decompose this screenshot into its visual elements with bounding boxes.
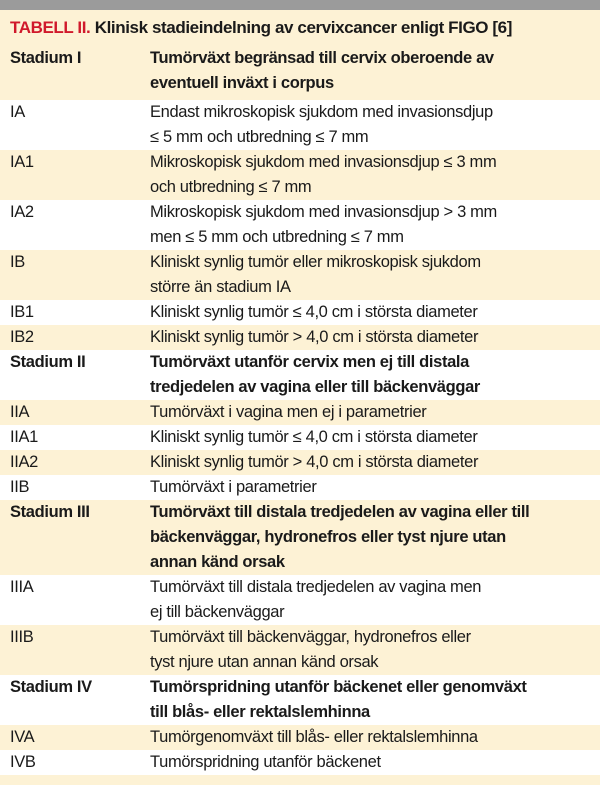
description-line: Mikroskopisk sjukdom med invasionsdjup ≤… [150,153,497,171]
stage-cell: IIA [10,403,30,421]
stage-cell: Stadium IV [10,678,92,696]
stage-cell: IVA [10,728,35,746]
table-row: IVA Tumörgenomväxt till blås- eller rekta… [0,725,600,750]
description-line: bäckenväggar, hydronefros eller tyst nju… [150,528,506,546]
stage-cell: IIIB [10,628,34,646]
description-line: eventuell inväxt i corpus [150,74,334,92]
description-cell: Tumörväxt till distala tredjedelen av va… [150,575,590,625]
description-line: Kliniskt synlig tumör > 4,0 cm i största… [150,328,479,346]
description-cell: Mikroskopisk sjukdom med invasionsdjup >… [150,200,590,250]
stage-cell: IIA2 [10,453,38,471]
description-line: Tumörväxt till distala tredjedelen av va… [150,503,530,521]
table-row: IIIA Tumörväxt till distala tredjedelen a… [0,575,600,625]
description-line: Mikroskopisk sjukdom med invasionsdjup >… [150,203,497,221]
table-label: TABELL II. [10,18,91,37]
description-line: Tumörväxt begränsad till cervix oberoend… [150,49,494,67]
description-line: ej till bäckenväggar [150,603,285,621]
description-cell: Tumörväxt i vagina men ej i parametrier [150,400,590,425]
description-cell: Tumörspridning utanför bäckenet eller ge… [150,675,590,725]
description-line: annan känd orsak [150,553,285,571]
table-row: Stadium I Tumörväxt begränsad till cervix… [0,46,600,100]
table-row: IB2 Kliniskt synlig tumör > 4,0 cm i stör… [0,325,600,350]
description-line: Tumörväxt till bäckenväggar, hydronefros… [150,628,471,646]
description-cell: Kliniskt synlig tumör > 4,0 cm i största… [150,325,590,350]
description-line: ≤ 5 mm och utbredning ≤ 7 mm [150,128,369,146]
description-line: Tumörspridning utanför bäckenet [150,753,381,771]
description-line: men ≤ 5 mm och utbredning ≤ 7 mm [150,228,404,246]
description-line: Tumörväxt i parametrier [150,478,317,496]
stage-cell: IA2 [10,203,34,221]
description-cell: Kliniskt synlig tumör eller mikroskopisk… [150,250,590,300]
description-cell: Endast mikroskopisk sjukdom med invasion… [150,100,590,150]
description-line: och utbredning ≤ 7 mm [150,178,312,196]
table-row: IIA2 Kliniskt synlig tumör > 4,0 cm i stö… [0,450,600,475]
stage-cell: IIB [10,478,30,496]
table-row: IA1 Mikroskopisk sjukdom med invasionsdju… [0,150,600,200]
description-line: till blås- eller rektalslemhinna [150,703,370,721]
stage-cell: IA [10,103,25,121]
description-cell: Tumörväxt i parametrier [150,475,590,500]
description-line: Kliniskt synlig tumör ≤ 4,0 cm i största… [150,303,478,321]
table-row: Stadium II Tumörväxt utanför cervix men e… [0,350,600,400]
description-cell: Tumörgenomväxt till blås- eller rektalsl… [150,725,590,750]
description-cell: Kliniskt synlig tumör ≤ 4,0 cm i största… [150,300,590,325]
stage-cell: IB [10,253,25,271]
table-row: IB Kliniskt synlig tumör eller mikroskopi… [0,250,600,300]
description-cell: Tumörväxt utanför cervix men ej till dis… [150,350,590,400]
description-cell: Mikroskopisk sjukdom med invasionsdjup ≤… [150,150,590,200]
description-line: Tumörväxt till distala tredjedelen av va… [150,578,482,596]
top-bar [0,0,600,10]
stage-cell: IIIA [10,578,34,596]
description-line: Kliniskt synlig tumör ≤ 4,0 cm i största… [150,428,478,446]
table-row: IIA Tumörväxt i vagina men ej i parametri… [0,400,600,425]
table-row: IIB Tumörväxt i parametrier [0,475,600,500]
description-cell: Tumörspridning utanför bäckenet [150,750,590,775]
stage-cell: Stadium II [10,353,86,371]
stage-cell: Stadium I [10,49,82,67]
staging-table: Stadium I Tumörväxt begränsad till cervix… [0,46,600,775]
description-cell: Tumörväxt begränsad till cervix oberoend… [150,46,590,96]
table-row: IA Endast mikroskopisk sjukdom med invasi… [0,100,600,150]
description-line: Tumörväxt i vagina men ej i parametrier [150,403,427,421]
table-row: IB1 Kliniskt synlig tumör ≤ 4,0 cm i stör… [0,300,600,325]
stage-cell: IA1 [10,153,34,171]
description-line: Endast mikroskopisk sjukdom med invasion… [150,103,493,121]
description-line: Tumörväxt utanför cervix men ej till dis… [150,353,469,371]
stage-cell: IVB [10,753,36,771]
description-line: tredjedelen av vagina eller till bäckenv… [150,378,480,396]
description-line: större än stadium IA [150,278,291,296]
description-cell: Tumörväxt till bäckenväggar, hydronefros… [150,625,590,675]
description-cell: Kliniskt synlig tumör > 4,0 cm i största… [150,450,590,475]
table-row: IA2 Mikroskopisk sjukdom med invasionsdju… [0,200,600,250]
description-line: Tumörspridning utanför bäckenet eller ge… [150,678,527,696]
table-bottom [0,775,600,785]
description-cell: Tumörväxt till distala tredjedelen av va… [150,500,590,575]
table-row: IIA1 Kliniskt synlig tumör ≤ 4,0 cm i stö… [0,425,600,450]
table-title: TABELL II. Klinisk stadieindelning av ce… [0,10,600,46]
table-caption: Klinisk stadieindelning av cervixcancer … [90,18,513,37]
table-row: IVB Tumörspridning utanför bäckenet [0,750,600,775]
stage-cell: IB2 [10,328,34,346]
table-row: Stadium IV Tumörspridning utanför bäckene… [0,675,600,725]
description-line: Kliniskt synlig tumör > 4,0 cm i största… [150,453,479,471]
description-cell: Kliniskt synlig tumör ≤ 4,0 cm i största… [150,425,590,450]
description-line: tyst njure utan annan känd orsak [150,653,379,671]
stage-cell: IIA1 [10,428,38,446]
stage-cell: IB1 [10,303,34,321]
table-row: IIIB Tumörväxt till bäckenväggar, hydrone… [0,625,600,675]
stage-cell: Stadium III [10,503,90,521]
description-line: Tumörgenomväxt till blås- eller rektalsl… [150,728,478,746]
table-row: Stadium III Tumörväxt till distala tredje… [0,500,600,575]
description-line: Kliniskt synlig tumör eller mikroskopisk… [150,253,481,271]
